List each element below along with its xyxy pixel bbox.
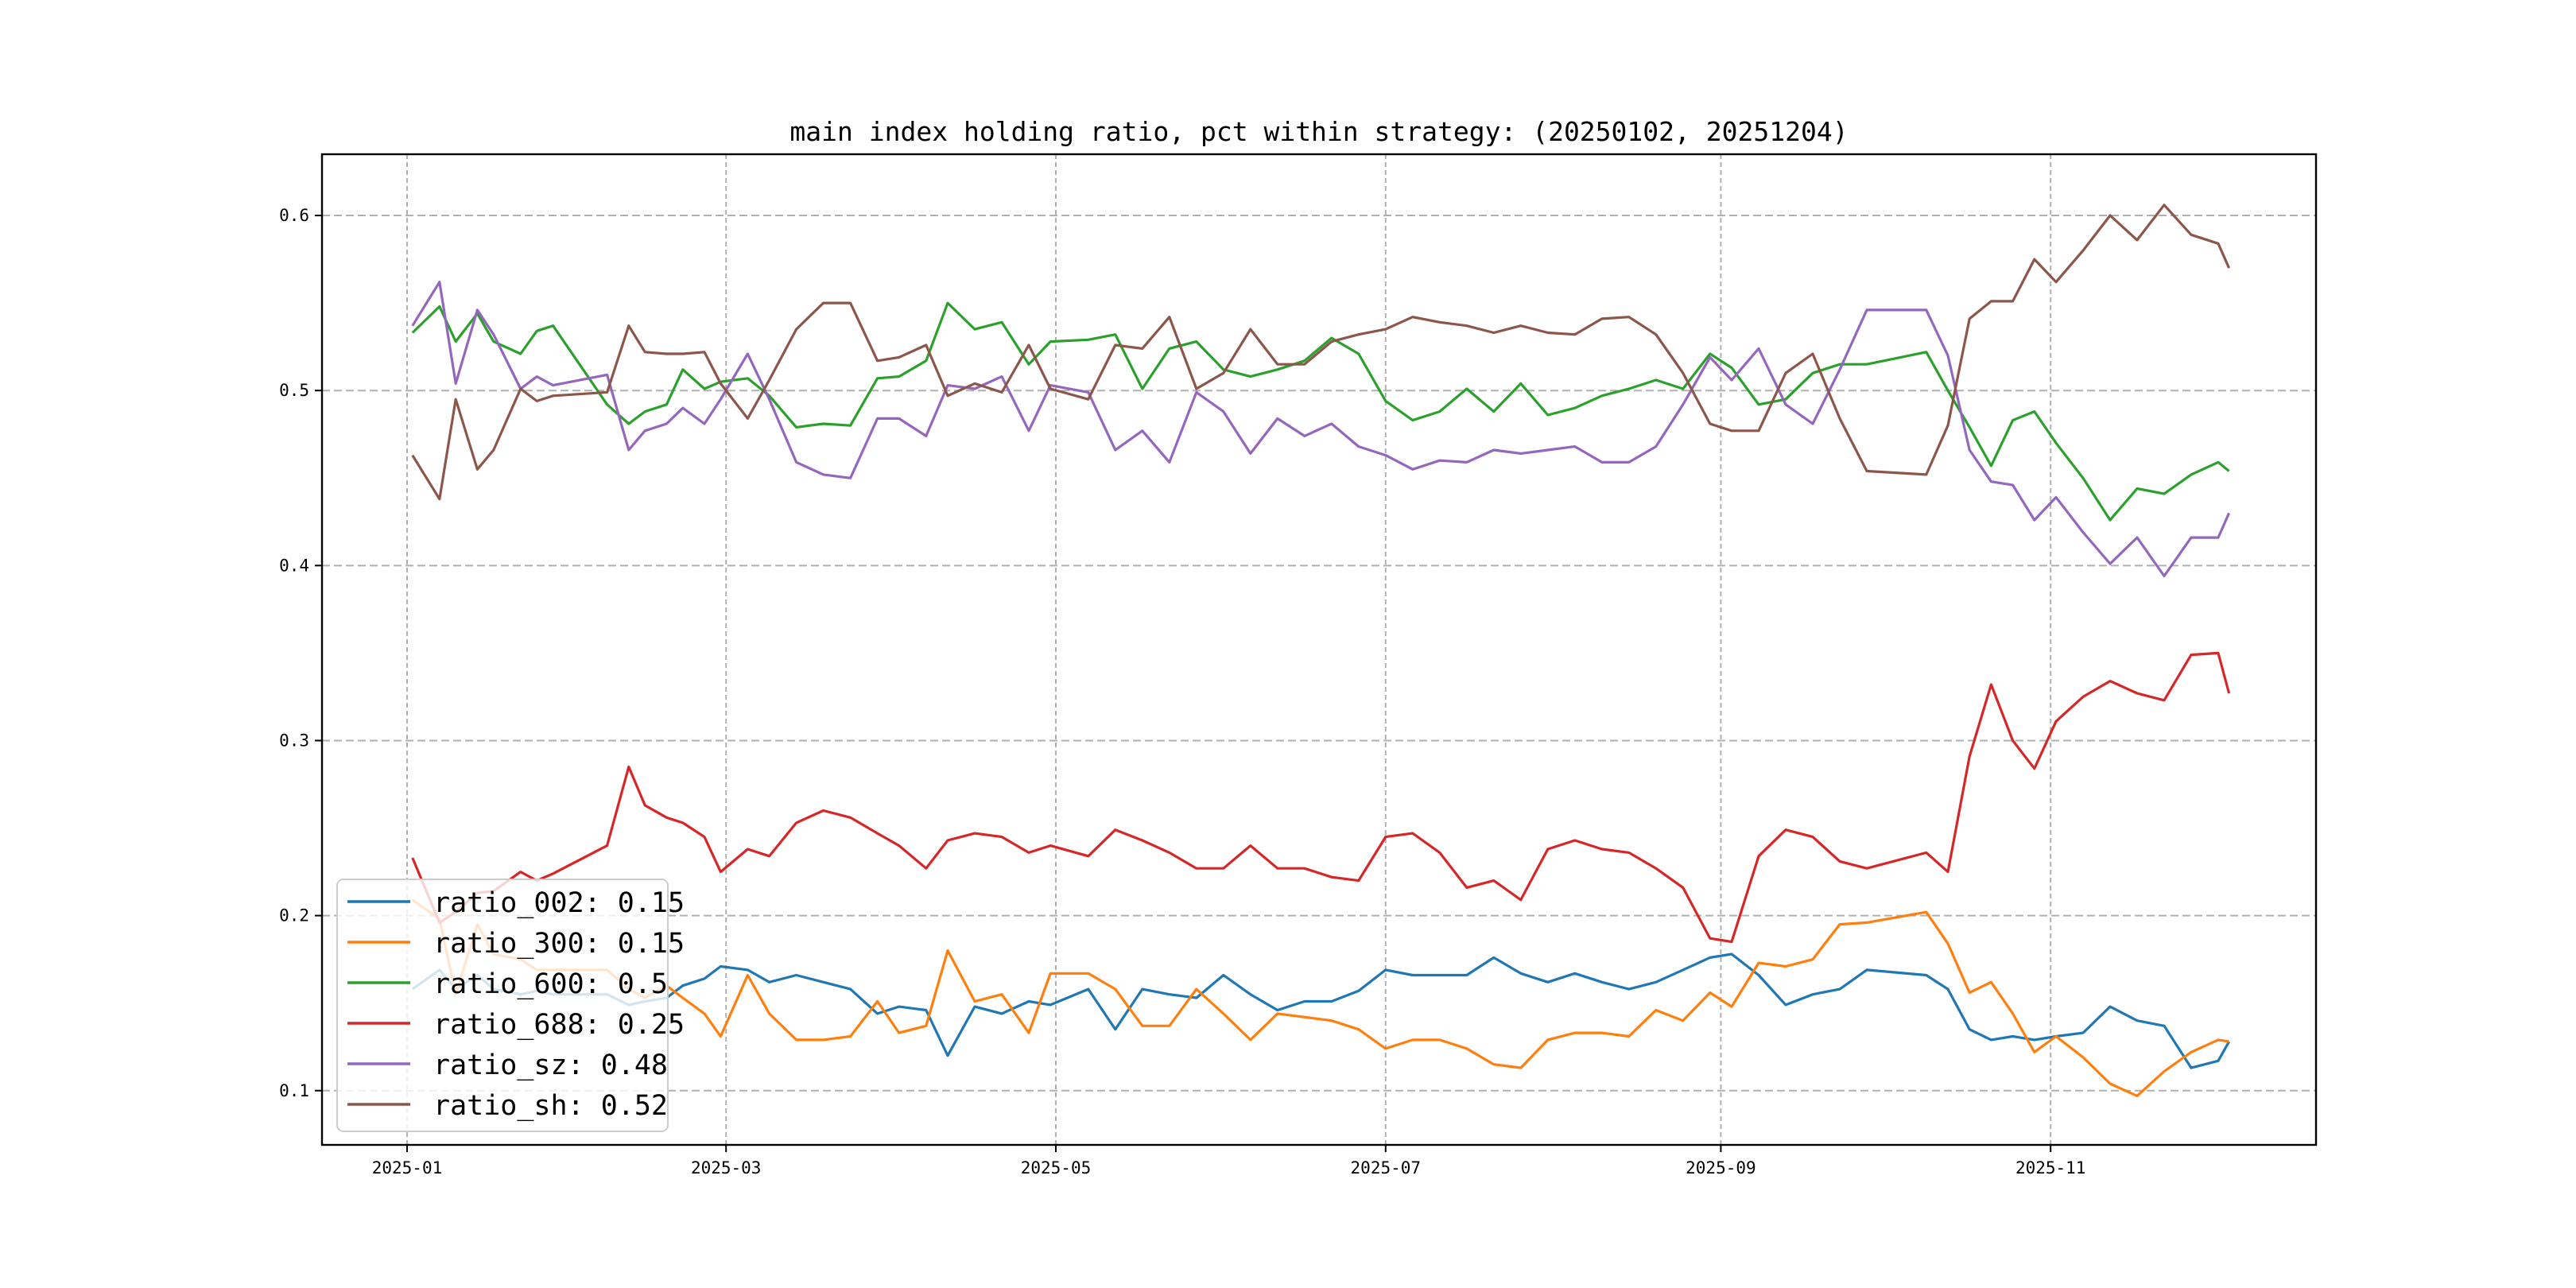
series-lines [411, 204, 2231, 1098]
legend-box [336, 879, 669, 1132]
grid [322, 154, 2316, 1145]
x-tick-label: 2025-01 [372, 1158, 443, 1177]
legend-label: ratio_sh: 0.52 [433, 1090, 668, 1122]
x-tick-label: 2025-07 [1351, 1158, 1422, 1177]
y-axis: 0.1 0.2 0.3 0.4 0.5 0.6 [279, 206, 322, 1100]
y-tick-label: 0.4 [279, 556, 309, 575]
y-tick-label: 0.3 [279, 731, 309, 750]
legend-label: ratio_sz: 0.48 [433, 1049, 668, 1081]
y-tick-label: 0.5 [279, 381, 309, 400]
y-tick-label: 0.2 [279, 906, 309, 925]
series-line-ratio-688 [411, 651, 2231, 944]
legend-label: ratio_600: 0.5 [433, 968, 668, 1000]
x-tick-label: 2025-05 [1021, 1158, 1092, 1177]
axes-frame [320, 153, 2318, 1146]
chart-title: main index holding ratio, pct within str… [789, 116, 1848, 147]
legend-label: ratio_300: 0.15 [433, 928, 685, 960]
x-tick-label: 2025-03 [691, 1158, 762, 1177]
y-tick-label: 0.6 [279, 206, 309, 225]
series-line-ratio-sz [411, 281, 2231, 578]
series-line-ratio-300 [411, 898, 2229, 1098]
series-line-ratio-sh [411, 204, 2231, 501]
legend-label: ratio_688: 0.25 [433, 1009, 685, 1041]
x-tick-label: 2025-11 [2015, 1158, 2086, 1177]
series-line-ratio-002 [411, 952, 2230, 1069]
legend: ratio_002: 0.15 ratio_300: 0.15 ratio_600:… [336, 879, 685, 1132]
x-tick-label: 2025-09 [1686, 1158, 1756, 1177]
x-axis: 2025-01 2025-03 2025-05 2025-07 2025-09 2025-… [372, 1145, 2086, 1177]
y-tick-label: 0.1 [279, 1081, 309, 1100]
legend-label: ratio_002: 0.15 [433, 887, 685, 919]
